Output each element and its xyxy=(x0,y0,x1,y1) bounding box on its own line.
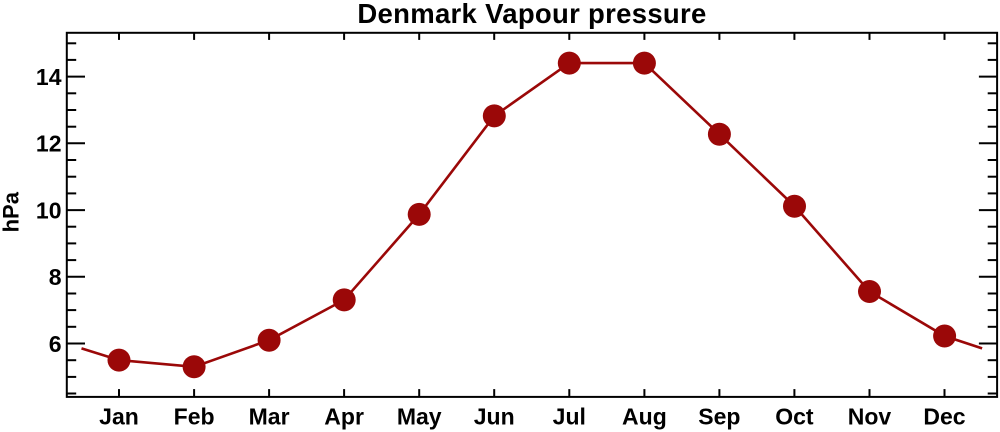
svg-text:10: 10 xyxy=(36,197,62,223)
svg-text:hPa: hPa xyxy=(0,191,24,232)
svg-text:Oct: Oct xyxy=(775,403,814,429)
svg-text:Feb: Feb xyxy=(174,403,215,429)
svg-text:Sep: Sep xyxy=(698,403,740,429)
svg-text:Dec: Dec xyxy=(923,403,965,429)
svg-text:Apr: Apr xyxy=(324,403,364,429)
svg-text:6: 6 xyxy=(49,331,62,357)
svg-text:8: 8 xyxy=(49,264,62,290)
svg-text:Jul: Jul xyxy=(553,403,586,429)
svg-text:Jun: Jun xyxy=(474,403,515,429)
svg-text:Denmark Vapour pressure: Denmark Vapour pressure xyxy=(357,0,706,29)
svg-text:Mar: Mar xyxy=(249,403,290,429)
svg-text:Nov: Nov xyxy=(848,403,892,429)
svg-text:14: 14 xyxy=(36,64,62,90)
svg-text:Aug: Aug xyxy=(622,403,667,429)
svg-text:Jan: Jan xyxy=(99,403,139,429)
svg-text:12: 12 xyxy=(36,131,62,157)
svg-text:May: May xyxy=(397,403,442,429)
